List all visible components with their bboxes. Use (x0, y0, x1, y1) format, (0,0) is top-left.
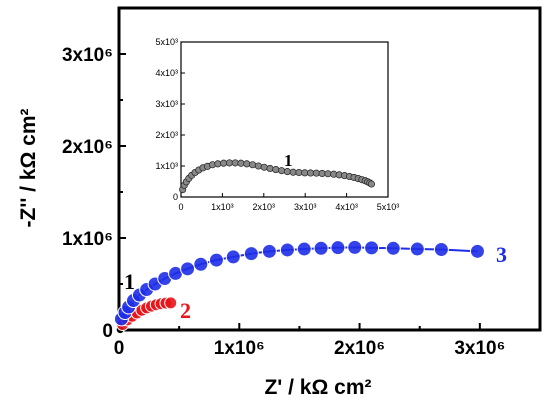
inset-x-axis-ticks: 0 1x10³ 2x10³ 3x10³ 4x10³ 5x10³ (178, 193, 399, 212)
data-point (385, 240, 401, 256)
series-label-2: 2 (180, 298, 191, 323)
x-axis-title: Z' / kΩ cm² (264, 376, 371, 399)
inset-data-point (301, 169, 309, 177)
y-tick-label: 1x10⁶ (62, 229, 113, 250)
plot-frame (117, 6, 542, 332)
inset-series (179, 159, 375, 194)
inset-frame (180, 41, 389, 198)
inset-x-tick-label: 5x10³ (377, 202, 400, 212)
x-tick-label: 2x10⁶ (334, 338, 385, 359)
inset-data-point (367, 180, 375, 188)
inset-y-axis-ticks: 0 1x10³ 2x10³ 3x10³ 4x10³ 5x10³ (155, 37, 185, 202)
y-tick-label: 0 (102, 321, 113, 342)
inset-data-point (312, 169, 320, 177)
inset-y-tick-label: 3x10³ (155, 99, 178, 109)
inset-data-point (214, 160, 222, 168)
y-tick-label: 3x10⁶ (62, 45, 113, 66)
inset-series-label-1: 1 (284, 151, 293, 170)
series-label-1: 1 (124, 269, 135, 294)
x-tick-label: 1x10⁶ (214, 338, 265, 359)
data-point (243, 246, 259, 262)
x-tick-label: 0 (114, 338, 125, 359)
series-line (120, 246, 478, 320)
inset-series-1 (179, 159, 375, 194)
series-label-3: 3 (496, 242, 507, 267)
inset-y-tick-label: 0 (173, 192, 178, 202)
series-3 (113, 239, 485, 327)
inset-data-point (260, 163, 268, 171)
inset-x-tick-label: 0 (178, 202, 183, 212)
x-tick-label: 3x10⁶ (454, 338, 505, 359)
data-point (330, 240, 346, 256)
data-point (261, 243, 277, 259)
inset-data-point (231, 159, 239, 167)
y-tick-label: 2x10⁶ (62, 137, 113, 158)
data-point (433, 242, 449, 257)
inset-x-tick-label: 1x10³ (211, 202, 234, 212)
inset-y-tick-label: 4x10³ (155, 68, 178, 78)
data-point (193, 256, 209, 272)
y-axis-title: -Z'' / kΩ cm² (17, 108, 40, 227)
inset-data-point (324, 170, 332, 178)
data-point (409, 241, 425, 257)
inset-data-point (237, 159, 245, 167)
inset-plot: 0 1x10³ 2x10³ 3x10³ 4x10³ 5x10³ 0 1x10³ 2x10³ 3x… (155, 37, 399, 212)
inset-y-tick-label: 2x10³ (155, 130, 178, 140)
inset-x-tick-label: 4x10³ (335, 202, 358, 212)
inset-data-point (225, 159, 233, 167)
inset-x-tick-label: 2x10³ (253, 202, 276, 212)
inset-data-point (254, 162, 262, 170)
data-point (296, 241, 312, 257)
data-point (180, 261, 196, 277)
inset-data-point (243, 160, 251, 168)
data-point (164, 296, 178, 310)
inset-data-point (318, 169, 326, 177)
inset-data-point (307, 169, 315, 177)
inset-data-point (266, 164, 274, 173)
inset-y-tick-label: 1x10³ (155, 161, 178, 171)
x-axis-ticks: 0 1x10⁶ 2x10⁶ 3x10⁶ (114, 323, 505, 359)
data-point (208, 252, 224, 268)
inset-x-tick-label: 3x10³ (294, 202, 317, 212)
data-point (364, 240, 380, 256)
data-point (279, 242, 295, 258)
main-series-labels: 1 2 3 (124, 242, 507, 323)
y-axis-ticks: 0 1x10⁶ 2x10⁶ 3x10⁶ (62, 45, 126, 342)
data-point (225, 249, 241, 265)
inset-data-point (295, 168, 303, 177)
data-point (347, 239, 363, 255)
main-series (113, 239, 485, 335)
inset-y-tick-label: 5x10³ (155, 37, 178, 47)
inset-series-labels: 1 (284, 151, 293, 170)
data-point (313, 240, 329, 256)
inset-data-point (272, 166, 280, 174)
data-point (469, 243, 485, 259)
inset-data-point (249, 161, 257, 169)
inset-data-point (220, 159, 228, 167)
